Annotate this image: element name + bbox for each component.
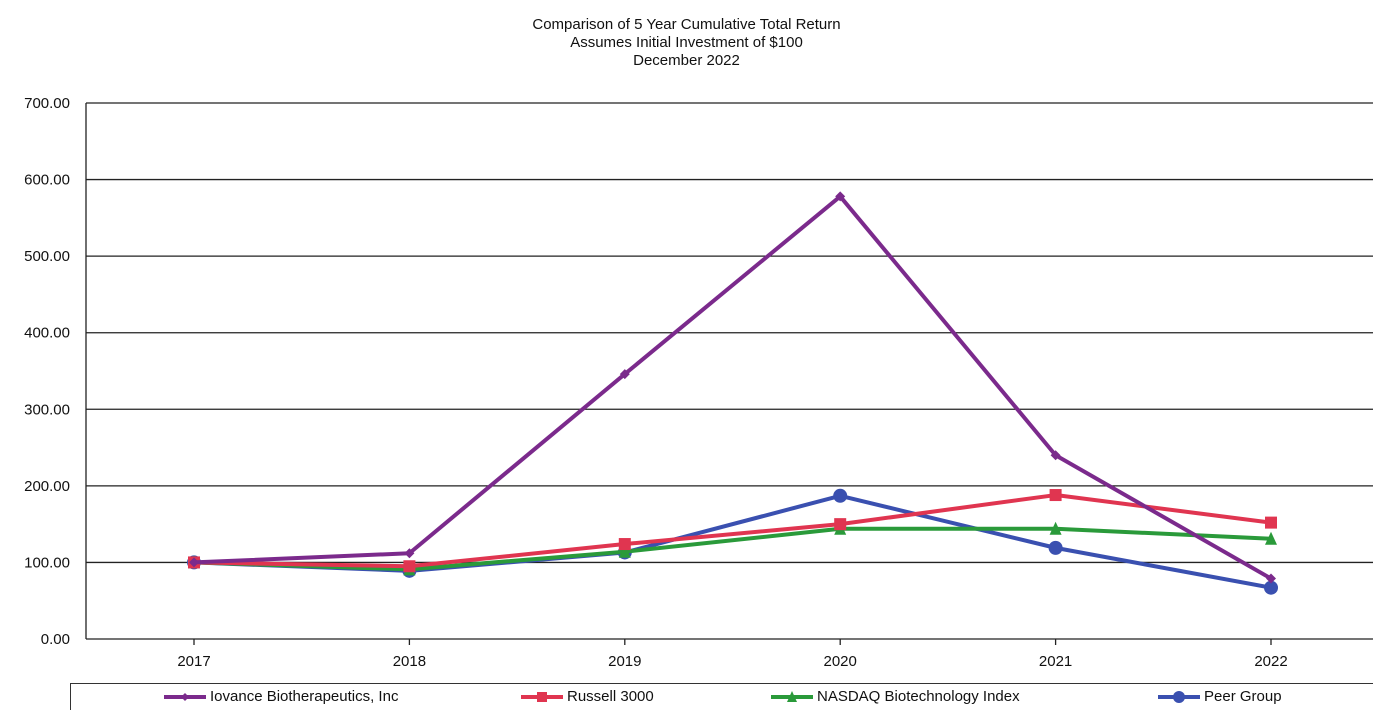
data-point	[619, 369, 630, 380]
data-point	[1173, 690, 1185, 703]
legend-item: Russell 3000	[521, 688, 654, 705]
data-point	[1264, 580, 1278, 595]
x-tick-label: 2021	[1039, 653, 1072, 670]
data-point	[834, 518, 847, 531]
axes: 0.00 100.00 200.00 300.00 400.00 500.00 600.00…	[24, 95, 1373, 670]
legend-item: Iovance Biotherapeutics, Inc	[164, 688, 398, 705]
data-point	[537, 691, 547, 702]
data-point	[1266, 573, 1276, 584]
legend-item: Peer Group	[1158, 688, 1282, 705]
chart-title-block: Comparison of 5 Year Cumulative Total Re…	[0, 16, 1373, 70]
series-group	[188, 521, 1277, 576]
data-point	[1265, 531, 1277, 545]
data-point	[181, 692, 189, 701]
x-tick-label: 2022	[1254, 653, 1287, 670]
y-tick-label: 200.00	[24, 478, 70, 495]
data-point	[1049, 521, 1062, 535]
series-line	[193, 493, 1272, 569]
data-point	[618, 538, 631, 551]
data-point	[1049, 489, 1062, 502]
data-point	[618, 544, 631, 558]
data-point	[1265, 516, 1277, 529]
legend-label: Peer Group	[1204, 688, 1282, 705]
chart-subtitle-line-1: Assumes Initial Investment of $100	[570, 34, 803, 51]
legend-swatch	[521, 691, 563, 702]
data-point	[833, 488, 848, 503]
y-tick-label: 300.00	[24, 401, 70, 418]
legend-swatch	[164, 692, 206, 701]
line-chart: 0.00 100.00 200.00 300.00 400.00 500.00 600.00…	[24, 95, 1373, 670]
legend-swatch	[1158, 690, 1200, 703]
y-tick-label: 700.00	[24, 95, 70, 112]
y-tick-label: 0.00	[41, 631, 70, 648]
x-tick-label: 2020	[824, 653, 857, 670]
y-tick-label: 100.00	[24, 554, 70, 571]
x-tick-label: 2018	[393, 653, 426, 670]
data-point	[1048, 540, 1063, 555]
chart-title: Comparison of 5 Year Cumulative Total Re…	[532, 16, 841, 33]
legend-label: Iovance Biotherapeutics, Inc	[210, 688, 399, 705]
chart-subtitle-line-2: December 2022	[633, 52, 740, 69]
series-line	[193, 194, 1272, 581]
data-point	[403, 560, 416, 573]
legend: Iovance Biotherapeutics, Inc Russell 3000…	[70, 683, 1373, 710]
y-tick-label: 400.00	[24, 325, 70, 342]
data-point	[787, 690, 797, 702]
legend-item: NASDAQ Biotechnology Index	[771, 688, 1020, 705]
series-group	[189, 191, 1276, 584]
series-lines	[187, 191, 1278, 595]
data-point	[1050, 450, 1061, 461]
gridlines	[86, 102, 1373, 564]
data-point	[404, 548, 415, 559]
x-tick-label: 2019	[608, 653, 641, 670]
series-line	[193, 526, 1272, 572]
data-point	[189, 557, 199, 568]
y-tick-label: 500.00	[24, 248, 70, 265]
legend-swatch	[771, 690, 813, 702]
x-tick-label: 2017	[177, 653, 210, 670]
series-group	[188, 489, 1277, 573]
data-point	[835, 191, 846, 202]
legend-label: Russell 3000	[567, 688, 654, 705]
y-tick-label: 600.00	[24, 172, 70, 189]
legend-label: NASDAQ Biotechnology Index	[817, 688, 1020, 705]
